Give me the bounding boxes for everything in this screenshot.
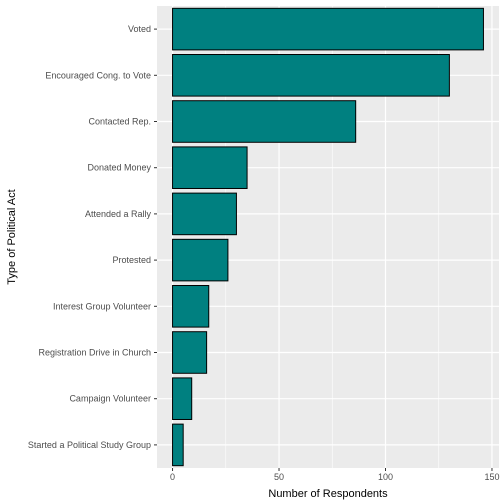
bar: [172, 7, 484, 51]
axes: Voted Encouraged Cong. to Vote Contacted R…: [28, 24, 500, 482]
x-tick-label: 0: [170, 472, 175, 482]
bar: [172, 146, 248, 189]
x-tick-label: 50: [274, 472, 284, 482]
bar: [172, 423, 184, 467]
x-axis-title: Number of Respondents: [268, 488, 388, 500]
bar: [172, 192, 237, 236]
x-tick-label: 150: [484, 472, 499, 482]
y-axis-title: Type of Political Act: [6, 189, 18, 284]
bar: [172, 100, 357, 143]
y-tick-label: Registration Drive in Church: [38, 348, 151, 358]
y-tick-label: Donated Money: [87, 163, 151, 173]
bar: [172, 54, 450, 97]
bar: [172, 331, 208, 374]
y-tick-label: Attended a Rally: [85, 209, 152, 219]
y-tick-label: Protested: [112, 255, 151, 265]
y-tick-label: Voted: [128, 24, 151, 34]
bars: [172, 7, 484, 467]
bar: [172, 377, 193, 420]
y-tick-label: Campaign Volunteer: [69, 394, 151, 404]
y-tick-label: Contacted Rep.: [88, 117, 151, 127]
y-tick-label: Started a Political Study Group: [28, 440, 151, 450]
bar: [172, 238, 229, 282]
y-tick-label: Interest Group Volunteer: [53, 301, 151, 311]
bar: [172, 285, 210, 328]
x-tick-label: 100: [378, 472, 393, 482]
y-tick-label: Encouraged Cong. to Vote: [45, 70, 151, 80]
